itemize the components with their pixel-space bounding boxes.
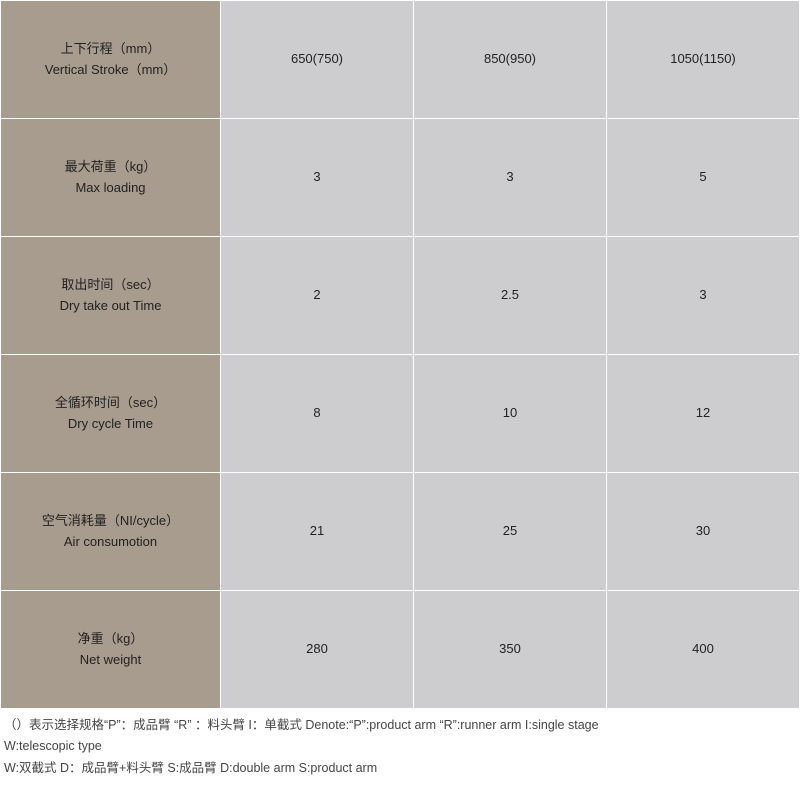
row-label: 净重（kg）Net weight (1, 591, 221, 709)
row-value: 400 (607, 591, 800, 709)
table-row: 最大荷重（kg）Max loading335 (1, 119, 800, 237)
row-label-en: Dry take out Time (2, 296, 219, 317)
footnote-line-1: （）表示选择规格“P”：成品臂 “R” ：料头臂 I：单截式 Denote:“P… (4, 715, 796, 736)
row-value: 1050(1150) (607, 1, 800, 119)
row-value: 30 (607, 473, 800, 591)
row-value: 280 (221, 591, 414, 709)
spec-table: 上下行程（mm）Vertical Stroke（mm）650(750)850(9… (0, 0, 800, 709)
row-label-cn: 上下行程（mm） (2, 39, 219, 60)
table-row: 取出时间（sec）Dry take out Time22.53 (1, 237, 800, 355)
row-value: 3 (221, 119, 414, 237)
row-label: 取出时间（sec）Dry take out Time (1, 237, 221, 355)
row-label-en: Vertical Stroke（mm） (2, 60, 219, 81)
row-label-cn: 最大荷重（kg） (2, 157, 219, 178)
table-row: 空气消耗量（NI/cycle）Air consumotion212530 (1, 473, 800, 591)
footnotes: （）表示选择规格“P”：成品臂 “R” ：料头臂 I：单截式 Denote:“P… (0, 709, 800, 779)
table-row: 全循环时间（sec）Dry cycle Time81012 (1, 355, 800, 473)
row-label: 上下行程（mm）Vertical Stroke（mm） (1, 1, 221, 119)
row-value: 3 (607, 237, 800, 355)
table-row: 净重（kg）Net weight280350400 (1, 591, 800, 709)
row-value: 8 (221, 355, 414, 473)
row-value: 5 (607, 119, 800, 237)
row-value: 3 (414, 119, 607, 237)
row-label-en: Air consumotion (2, 532, 219, 553)
row-value: 350 (414, 591, 607, 709)
footnote-line-2: W:telescopic type (4, 736, 796, 757)
table-row: 上下行程（mm）Vertical Stroke（mm）650(750)850(9… (1, 1, 800, 119)
row-label-cn: 净重（kg） (2, 629, 219, 650)
row-label-en: Max loading (2, 178, 219, 199)
row-value: 25 (414, 473, 607, 591)
row-value: 850(950) (414, 1, 607, 119)
footnote-line-3: W:双截式 D：成品臂+料头臂 S:成品臂 D:double arm S:pro… (4, 758, 796, 779)
row-label-cn: 取出时间（sec） (2, 275, 219, 296)
row-value: 2 (221, 237, 414, 355)
row-value: 21 (221, 473, 414, 591)
row-label-cn: 空气消耗量（NI/cycle） (2, 511, 219, 532)
row-value: 650(750) (221, 1, 414, 119)
row-value: 12 (607, 355, 800, 473)
row-label: 空气消耗量（NI/cycle）Air consumotion (1, 473, 221, 591)
row-value: 10 (414, 355, 607, 473)
row-label-en: Net weight (2, 650, 219, 671)
row-label-en: Dry cycle Time (2, 414, 219, 435)
row-label: 最大荷重（kg）Max loading (1, 119, 221, 237)
row-label-cn: 全循环时间（sec） (2, 393, 219, 414)
row-label: 全循环时间（sec）Dry cycle Time (1, 355, 221, 473)
row-value: 2.5 (414, 237, 607, 355)
